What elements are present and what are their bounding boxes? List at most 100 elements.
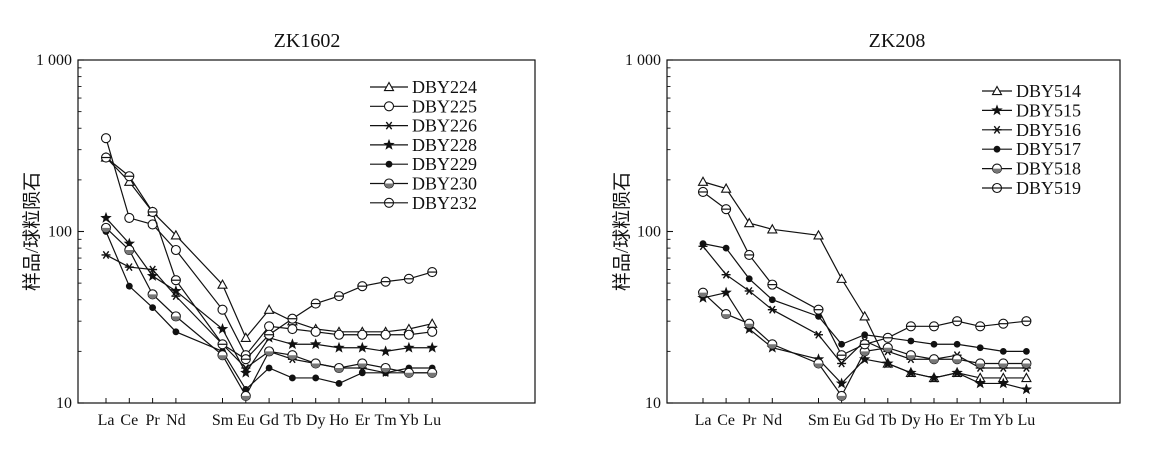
- data-point: [333, 362, 345, 374]
- legend-item: DBY232: [370, 193, 477, 213]
- data-point: [217, 339, 228, 350]
- legend-item: DBY518: [982, 159, 1081, 179]
- legend-item: DBY225: [370, 96, 477, 116]
- data-point: [380, 276, 391, 287]
- data-point: [699, 240, 707, 248]
- data-point: [100, 152, 112, 163]
- data-point: [975, 321, 986, 332]
- data-point: [427, 367, 438, 378]
- x-tick-label: Yb: [994, 412, 1014, 429]
- data-point: [859, 339, 870, 350]
- data-point: [310, 358, 321, 369]
- data-point: [1021, 316, 1032, 327]
- marker-fill: [287, 355, 297, 360]
- data-point: [744, 249, 755, 260]
- legend-marker: [991, 85, 1003, 96]
- marker-fill: [952, 359, 962, 364]
- y-tick-label: 100: [48, 224, 72, 241]
- data-point: [287, 313, 298, 324]
- data-point: [836, 390, 847, 401]
- legend-item: DBY516: [982, 120, 1081, 140]
- marker-fill: [860, 351, 870, 356]
- legend-label: DBY228: [412, 135, 477, 155]
- legend-label: DBY518: [1016, 159, 1081, 179]
- data-point: [147, 289, 158, 300]
- legend-marker: [383, 101, 395, 112]
- y-axis-label: 样品/球粒陨石: [21, 172, 43, 291]
- data-point: [720, 286, 732, 298]
- x-tick-label: Dy: [901, 412, 921, 429]
- data-point: [242, 386, 250, 393]
- legend-label: DBY230: [412, 174, 477, 194]
- data-point: [147, 206, 158, 218]
- asterisk-stroke: [745, 286, 753, 295]
- data-point: [928, 321, 940, 332]
- series-line: [702, 243, 1027, 352]
- marker-fill: [427, 372, 437, 378]
- x-tick-label: Sm: [808, 412, 830, 429]
- data-point: [905, 366, 917, 378]
- asterisk-stroke: [722, 270, 730, 279]
- asterisk-stroke: [815, 330, 822, 339]
- data-point: [697, 287, 709, 298]
- data-point: [124, 244, 135, 256]
- x-tick-label: Ho: [924, 412, 944, 429]
- data-point: [312, 374, 320, 382]
- data-point: [813, 358, 824, 369]
- data-point: [721, 204, 732, 215]
- data-point: [838, 340, 845, 348]
- asterisk-stroke: [126, 263, 133, 272]
- data-point: [882, 357, 894, 369]
- marker-fill: [264, 351, 274, 356]
- data-point: [170, 275, 181, 286]
- data-point: [976, 344, 984, 352]
- series-dby517: [699, 240, 1030, 355]
- data-point: [240, 332, 252, 342]
- y-axis-label: 样品/球粒陨石: [611, 172, 633, 291]
- data-point: [720, 182, 732, 193]
- x-tick-label: Nd: [763, 412, 783, 429]
- data-point: [310, 326, 321, 337]
- x-tick-label: Nd: [166, 412, 186, 429]
- data-point: [309, 338, 322, 350]
- data-point: [170, 311, 181, 322]
- data-point: [240, 390, 251, 401]
- asterisk-stroke: [149, 265, 156, 274]
- x-tick-label: Gd: [259, 412, 279, 429]
- legend-marker: [383, 178, 395, 189]
- data-point: [859, 346, 870, 357]
- y-tick-label: 10: [645, 395, 661, 412]
- legend-marker: [991, 182, 1003, 194]
- data-point: [149, 304, 157, 311]
- marker-fill: [384, 183, 394, 188]
- legend-item: DBY519: [982, 178, 1081, 198]
- x-tick-label: La: [98, 412, 115, 429]
- data-point: [380, 362, 391, 374]
- data-point: [356, 341, 369, 353]
- x-tick-label: Yb: [399, 412, 419, 429]
- data-point: [240, 366, 252, 378]
- data-point: [905, 350, 916, 361]
- data-point: [882, 342, 893, 353]
- data-point: [722, 244, 730, 252]
- data-point: [379, 345, 392, 357]
- data-point: [1021, 358, 1032, 369]
- x-tick-label: Er: [950, 412, 966, 429]
- x-tick-label: Pr: [145, 412, 160, 429]
- marker-fill: [124, 250, 134, 255]
- data-point: [1020, 372, 1032, 383]
- data-point: [333, 291, 345, 302]
- data-point: [743, 217, 755, 228]
- data-point: [217, 350, 228, 361]
- asterisk-stroke: [769, 305, 776, 314]
- data-point: [953, 340, 961, 348]
- data-point: [124, 171, 135, 182]
- data-point: [835, 377, 848, 389]
- legend-label: DBY519: [1016, 178, 1081, 198]
- legend-item: DBY515: [982, 100, 1081, 120]
- legend-label: DBY232: [412, 193, 477, 213]
- legend-label: DBY517: [1016, 139, 1081, 159]
- x-tick-label: Gd: [855, 412, 875, 429]
